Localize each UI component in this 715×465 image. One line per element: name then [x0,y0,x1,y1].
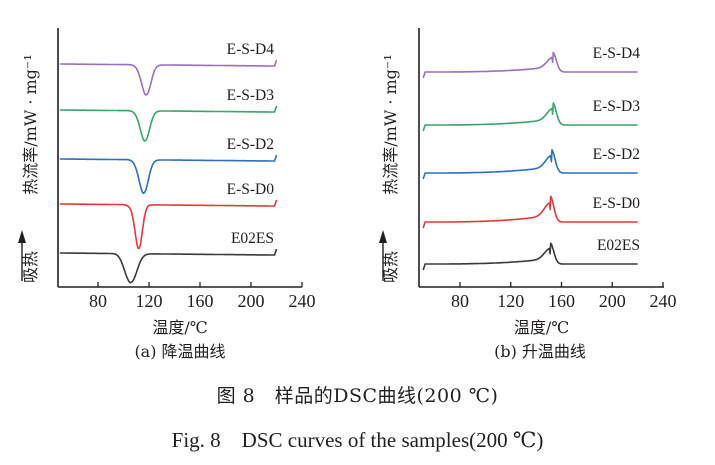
series-line-e-s-d2 [59,154,278,195]
series-label-e-s-d2: E-S-D2 [227,136,274,153]
series-line-e-s-d2 [422,149,638,180]
panel-cooling: 80 120 160 200 240 温度/℃ (a) 降温曲线 热流率/mW · mg⁻¹ 吸… [18,28,316,361]
x-tick-label: 120 [136,291,163,311]
series-label-e-s-d3: E-S-D3 [227,87,275,104]
x-tick-label: 80 [89,291,107,311]
x-tick-label: 80 [451,291,469,311]
endothermic-label: 吸热 [381,251,400,283]
series-line-e-s-d4 [422,51,638,79]
panel-subtitle: (a) 降温曲线 [134,342,225,361]
y-axis-title: 热流率/mW · mg⁻¹ [381,54,400,195]
series-line-e-s-d0 [422,195,638,229]
series-line-e02es [422,242,638,271]
x-axis-title: 温度/℃ [514,318,569,337]
x-tick-label: 160 [187,291,214,311]
figure-caption-english: Fig. 8 DSC curves of the samples(200 ℃) [171,428,544,452]
endothermic-arrow-head [18,230,26,243]
endothermic-label: 吸热 [21,251,40,283]
series-line-e-s-d3 [422,102,638,132]
series-line-e-s-d3 [59,105,278,142]
series-label-e02es: E02ES [597,237,640,254]
x-tick-label: 240 [289,291,316,311]
figure-caption-chinese: 图 8 样品的DSC曲线(200 ℃) [216,385,499,407]
series-label-e-s-d4: E-S-D4 [593,45,641,62]
series-label-e-s-d0: E-S-D0 [593,195,641,212]
panel-heating: 80 120 160 200 240 温度/℃ (b) 升温曲线 热流率/mW · mg⁻¹ 吸… [379,28,677,361]
y-axis-title: 热流率/mW · mg⁻¹ [21,54,40,195]
panel-subtitle: (b) 升温曲线 [494,342,586,361]
series-label-e-s-d2: E-S-D2 [593,146,640,163]
series-line-e-s-d0 [59,199,278,250]
series-line-e02es [59,248,278,284]
endothermic-arrow-head [379,230,387,243]
x-axis-title: 温度/℃ [152,318,207,337]
x-tick-label: 160 [548,291,575,311]
series-label-e02es: E02ES [231,230,274,247]
series-line-e-s-d4 [59,59,278,96]
series-label-e-s-d3: E-S-D3 [593,98,641,115]
x-tick-label: 120 [497,291,524,311]
series-label-e-s-d4: E-S-D4 [227,41,275,58]
x-tick-label: 200 [599,291,626,311]
dsc-figure: 80 120 160 200 240 温度/℃ (a) 降温曲线 热流率/mW · mg⁻¹ 吸… [18,28,677,361]
series-label-e-s-d0: E-S-D0 [227,181,275,198]
x-tick-label: 200 [238,291,265,311]
x-tick-label: 240 [650,291,677,311]
